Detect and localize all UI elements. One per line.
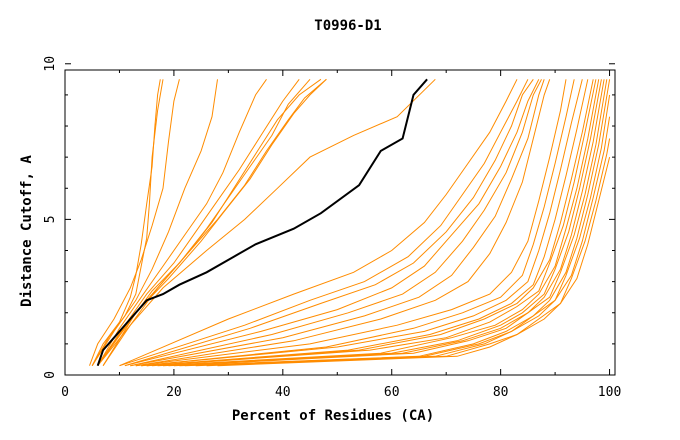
- series-line-12: [119, 79, 518, 367]
- series-line-10: [102, 78, 327, 366]
- series-line-20: [141, 79, 575, 367]
- series-line-29: [179, 79, 611, 367]
- series-line-15: [124, 79, 540, 367]
- series-line-25: [157, 79, 600, 367]
- x-tick-label: 0: [61, 385, 69, 400]
- series-line-14: [124, 79, 534, 367]
- series-line-19: [135, 79, 567, 367]
- x-tick-label: 40: [275, 385, 291, 400]
- series-line-31: [195, 116, 611, 367]
- series-line-18: [135, 79, 551, 367]
- series-line-4: [91, 79, 218, 366]
- series-layer: [89, 78, 611, 367]
- plot-frame: [64, 69, 616, 376]
- y-tick-label: 10: [43, 56, 58, 72]
- y-axis-title: Distance Cutoff, A: [19, 155, 35, 307]
- series-line-21: [141, 79, 583, 367]
- series-line-3: [89, 79, 180, 366]
- series-line-22: [146, 79, 589, 367]
- series-line-13: [119, 79, 529, 367]
- series-line-6: [97, 78, 300, 366]
- x-tick-label: 60: [384, 385, 400, 400]
- series-line-23: [146, 79, 594, 367]
- series-line-28: [173, 79, 608, 367]
- series-line-11: [102, 78, 436, 366]
- series-line-5: [97, 79, 267, 366]
- series-line-33: [217, 156, 611, 367]
- series-line-1: [91, 79, 161, 366]
- series-line-16: [130, 79, 542, 367]
- highlight-series-line: [96, 78, 428, 367]
- x-tick-label: 100: [598, 385, 621, 400]
- x-tick-label: 80: [493, 385, 509, 400]
- series-line-26: [162, 79, 602, 367]
- series-line-24: [152, 79, 597, 367]
- series-line-8: [97, 78, 322, 367]
- series-line-32: [206, 138, 611, 367]
- x-tick-label: 20: [166, 385, 182, 400]
- y-tick-label: 5: [43, 215, 58, 223]
- ticks-layer: 0 20 40 60 80 100 0 5 10: [43, 56, 621, 400]
- x-axis-title: Percent of Residues (CA): [232, 408, 434, 424]
- series-line-17: [130, 79, 545, 367]
- series-line-27: [168, 79, 605, 367]
- chart-title: T0996-D1: [314, 18, 381, 34]
- y-tick-label: 0: [43, 371, 58, 379]
